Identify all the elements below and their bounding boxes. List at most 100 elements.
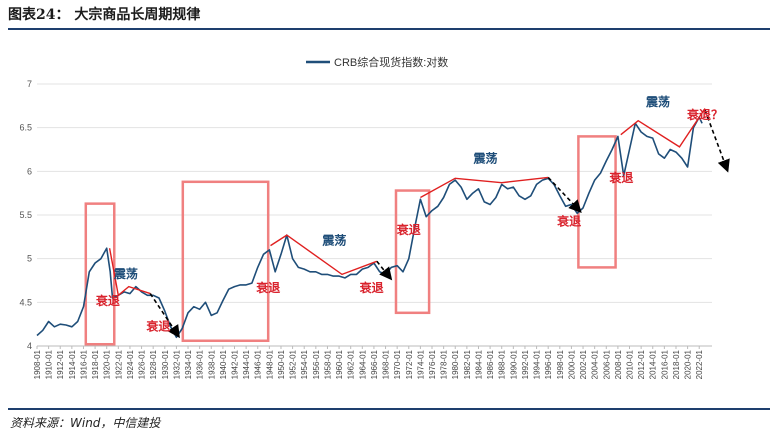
- annotation-recession: 衰退: [396, 222, 421, 237]
- x-tick-label: 2014-01: [649, 349, 658, 379]
- y-tick-label: 6.5: [19, 123, 32, 133]
- x-tick-label: 2018-01: [672, 349, 681, 379]
- annotation-recession: 衰退: [359, 280, 384, 295]
- x-tick-label: 2022-01: [695, 349, 704, 379]
- x-tick-label: 1986-01: [486, 349, 495, 379]
- x-tick-label: 1932-01: [172, 349, 181, 379]
- trend-arrow: [704, 109, 730, 173]
- trend-line: [108, 248, 119, 296]
- annotation-oscillation: 震荡: [322, 233, 346, 248]
- x-tick-label: 1968-01: [382, 349, 391, 379]
- x-tick-label: 2006-01: [602, 349, 611, 379]
- annotation-recession: 衰退: [95, 293, 120, 308]
- x-tick-label: 2000-01: [567, 349, 576, 379]
- x-tick-label: 1982-01: [463, 349, 472, 379]
- y-tick-label: 7: [27, 79, 32, 89]
- highlight-box: [394, 189, 431, 315]
- highlight-boxes: [84, 135, 617, 346]
- trend-arrow: [149, 293, 180, 339]
- y-tick-label: 4: [27, 341, 32, 351]
- x-tick-label: 1996-01: [544, 349, 553, 379]
- x-tick-label: 1966-01: [370, 349, 379, 379]
- trend-lines: [108, 108, 730, 339]
- x-tick-label: 1978-01: [440, 349, 449, 379]
- x-tick-label: 1962-01: [347, 349, 356, 379]
- legend: CRB综合现货指数:对数: [306, 55, 448, 69]
- x-tick-label: 1974-01: [416, 349, 425, 379]
- x-tick-label: 1972-01: [405, 349, 414, 379]
- trend-line: [620, 108, 706, 148]
- highlight-box: [577, 135, 617, 269]
- x-tick-label: 1914-01: [68, 349, 77, 379]
- annotation-recession: 衰退: [608, 170, 633, 185]
- x-tick-label: 1910-01: [45, 349, 54, 379]
- x-tick-label: 2012-01: [637, 349, 646, 379]
- annotation-recession: 衰退: [145, 318, 170, 333]
- x-tick-label: 1930-01: [161, 349, 170, 379]
- x-tick-label: 1942-01: [231, 349, 240, 379]
- x-tick-label: 1980-01: [451, 349, 460, 379]
- x-tick-label: 1918-01: [91, 349, 100, 379]
- x-tick-label: 1994-01: [533, 349, 542, 379]
- trend-line: [117, 285, 151, 296]
- y-tick-label: 5: [27, 254, 32, 264]
- x-tick-label: 1952-01: [289, 349, 298, 379]
- x-tick-label: 1922-01: [114, 349, 123, 379]
- x-tick-label: 1916-01: [79, 349, 88, 379]
- legend-label: CRB综合现货指数:对数: [334, 55, 448, 69]
- x-tick-label: 1948-01: [265, 349, 274, 379]
- x-tick-label: 1956-01: [312, 349, 321, 379]
- x-tick-label: 1912-01: [56, 349, 65, 379]
- bottom-rule: [8, 408, 770, 410]
- x-tick-label: 1950-01: [277, 349, 286, 379]
- annotation-recession: 衰退: [255, 280, 280, 295]
- trend-arrow: [547, 176, 582, 213]
- x-tick-label: 2002-01: [579, 349, 588, 379]
- x-tick-label: 1988-01: [498, 349, 507, 379]
- annotation-oscillation: 震荡: [646, 94, 670, 109]
- x-tick-label: 1976-01: [428, 349, 437, 379]
- x-tick-label: 1984-01: [474, 349, 483, 379]
- x-tick-label: 1992-01: [521, 349, 530, 379]
- annotation-oscillation: 震荡: [114, 266, 138, 281]
- annotation-recession: 衰退: [556, 213, 581, 228]
- highlight-box: [181, 180, 270, 343]
- x-tick-label: 1938-01: [207, 349, 216, 379]
- x-tick-label: 1936-01: [196, 349, 205, 379]
- x-tick-label: 1958-01: [323, 349, 332, 379]
- x-tick-label: 1934-01: [184, 349, 193, 379]
- x-tick-label: 2016-01: [660, 349, 669, 379]
- x-tick-label: 2004-01: [591, 349, 600, 379]
- x-tick-label: 2010-01: [626, 349, 635, 379]
- x-tick-label: 1970-01: [393, 349, 402, 379]
- x-tick-label: 2008-01: [614, 349, 623, 379]
- source-note: 资料来源：Wind，中信建投: [10, 416, 161, 430]
- x-tick-label: 1920-01: [103, 349, 112, 379]
- x-tick-label: 1944-01: [242, 349, 251, 379]
- x-tick-label: 1990-01: [509, 349, 518, 379]
- annotation-oscillation: 震荡: [473, 151, 497, 166]
- x-tick-label: 2020-01: [684, 349, 693, 379]
- y-tick-label: 5.5: [19, 210, 32, 220]
- y-tick-label: 4.5: [19, 297, 32, 307]
- trend-line: [270, 234, 378, 276]
- x-tick-label: 1954-01: [300, 349, 309, 379]
- y-axis: 4 4.5 5 5.5 6 6.5 7: [19, 79, 32, 351]
- gridlines: [37, 83, 712, 347]
- x-tick-label: 1946-01: [254, 349, 263, 379]
- trend-line: [420, 176, 549, 199]
- x-tick-label: 1928-01: [149, 349, 158, 379]
- x-tick-label: 1926-01: [138, 349, 147, 379]
- trend-arrow: [376, 260, 393, 281]
- x-tick-label: 1998-01: [556, 349, 565, 379]
- x-tick-label: 1924-01: [126, 349, 135, 379]
- series-line: [36, 116, 703, 339]
- x-tick-label: 1964-01: [358, 349, 367, 379]
- x-tick-label: 1940-01: [219, 349, 228, 379]
- series-lines: [36, 116, 703, 339]
- x-tick-label: 1960-01: [335, 349, 344, 379]
- y-tick-label: 6: [27, 166, 32, 176]
- annotation-recession: 衰退？: [686, 107, 723, 122]
